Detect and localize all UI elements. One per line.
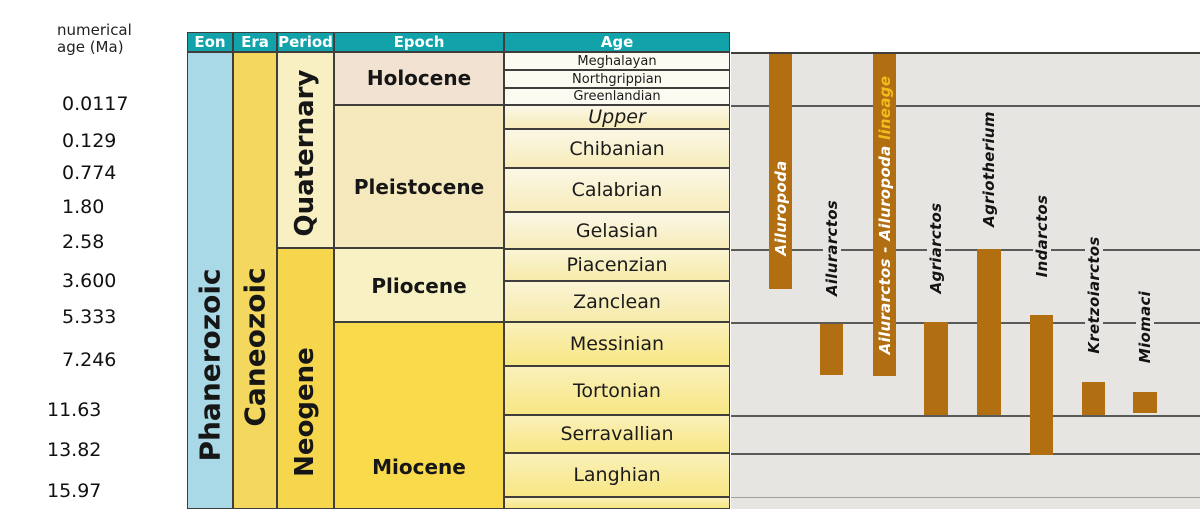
age-gridline-453 xyxy=(731,453,1200,455)
age-gridline-105 xyxy=(731,105,1200,107)
epoch-pleistocene-label: Pleistocene xyxy=(353,175,485,199)
age-row-partial xyxy=(504,497,730,509)
range-bar-ailuropoda xyxy=(769,54,792,289)
column-header-epoch: Epoch xyxy=(334,32,504,52)
epoch-pliocene xyxy=(334,248,504,322)
range-bar-ailurarctos-ailuropoda-lineage xyxy=(873,54,896,376)
axis-tick-7.246: 7.246 xyxy=(62,349,117,371)
range-bar-agriarctos xyxy=(924,322,948,415)
range-label-ailurarctos: Ailurarctos xyxy=(822,197,841,299)
age-gridline-322 xyxy=(731,322,1200,324)
column-header-age: Age xyxy=(504,32,730,52)
age-gridline-497 xyxy=(731,497,1200,498)
era-caneozoic-label: Caneozoic xyxy=(238,267,272,427)
period-quaternary-label: Quaternary xyxy=(290,69,320,237)
axis-tick-13.82: 13.82 xyxy=(47,439,102,461)
eon-phanerozoic-label: Phanerozoic xyxy=(193,268,227,462)
epoch-holocene xyxy=(334,52,504,105)
age-gridline-249 xyxy=(731,249,1200,251)
column-header-period: Period xyxy=(277,32,334,52)
range-label-ailurarctos-ailuropoda-lineage: Ailurarctos - Ailuropoda lineage xyxy=(876,76,894,355)
range-label-agriarctos: Agriarctos xyxy=(927,200,945,296)
range-label-kretzoiarctos: Kretzoiarctos xyxy=(1084,234,1103,356)
axis-tick-3.600: 3.600 xyxy=(62,270,117,292)
epoch-miocene-label: Miocene xyxy=(372,455,466,479)
range-panel-background xyxy=(731,52,1200,509)
era-caneozoic xyxy=(233,52,277,509)
age-row-gelasian: Gelasian xyxy=(504,212,730,249)
axis-tick-2.58: 2.58 xyxy=(62,231,105,253)
period-neogene xyxy=(277,248,334,509)
age-row-langhian: Langhian xyxy=(504,453,730,497)
range-label-agriotherium: Agriotherium xyxy=(980,109,998,229)
axis-tick-0.129: 0.129 xyxy=(62,130,117,152)
eon-phanerozoic xyxy=(187,52,233,509)
axis-tick-11.63: 11.63 xyxy=(47,399,102,421)
range-bar-kretzoiarctos xyxy=(1082,382,1105,415)
age-row-greenlandian: Greenlandian xyxy=(504,88,730,105)
range-bar-ailurarctos xyxy=(820,324,843,375)
range-label-miomaci: Miomaci xyxy=(1136,288,1154,366)
axis-tick-15.97: 15.97 xyxy=(47,480,102,502)
period-quaternary xyxy=(277,52,334,248)
column-header-eon: Eon xyxy=(187,32,233,52)
range-label-ailuropoda: Ailuropoda xyxy=(771,160,790,256)
age-row-tortonian: Tortonian xyxy=(504,366,730,415)
age-row-messinian: Messinian xyxy=(504,322,730,366)
age-row-piacenzian: Piacenzian xyxy=(504,249,730,281)
age-gridline-415 xyxy=(731,415,1200,417)
age-row-chibanian: Chibanian xyxy=(504,129,730,168)
numerical-age-axis-title: numerical age (Ma) xyxy=(57,22,132,56)
range-label-indarctos: Indarctos xyxy=(1032,192,1051,280)
epoch-miocene xyxy=(334,322,504,509)
age-row-calabrian: Calabrian xyxy=(504,168,730,212)
column-header-era: Era xyxy=(233,32,277,52)
range-bar-miomaci xyxy=(1133,392,1157,413)
epoch-holocene-label: Holocene xyxy=(366,66,472,90)
axis-tick-1.80: 1.80 xyxy=(62,196,105,218)
epoch-pleistocene xyxy=(334,105,504,248)
period-neogene-label: Neogene xyxy=(290,347,320,477)
range-label-part: lineage xyxy=(875,75,894,140)
age-row-serravallian: Serravallian xyxy=(504,415,730,453)
age-row-upper: Upper xyxy=(504,105,730,129)
age-row-meghalayan: Meghalayan xyxy=(504,52,730,70)
axis-title-line2: age (Ma) xyxy=(57,38,124,56)
epoch-pliocene-label: Pliocene xyxy=(371,274,467,298)
axis-tick-5.333: 5.333 xyxy=(62,306,117,328)
range-bar-indarctos xyxy=(1030,315,1053,455)
range-label-part: Ailurarctos - Ailuropoda xyxy=(875,139,894,355)
axis-tick-0.774: 0.774 xyxy=(62,162,117,184)
axis-title-line1: numerical xyxy=(57,21,132,39)
age-row-northgrippian: Northgrippian xyxy=(504,70,730,88)
axis-tick-0.0117: 0.0117 xyxy=(62,93,129,115)
range-bar-agriotherium xyxy=(977,249,1001,415)
age-row-zanclean: Zanclean xyxy=(504,281,730,322)
